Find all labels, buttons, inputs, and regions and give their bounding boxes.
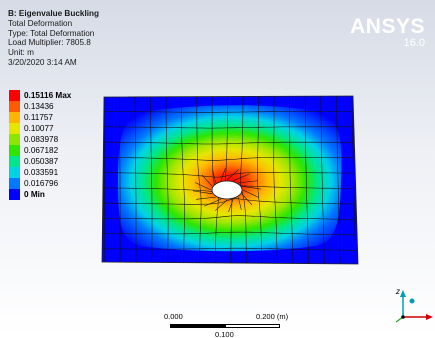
- mesh-line-horizontal: [104, 157, 354, 161]
- logo-version: 16.0: [403, 37, 425, 49]
- mesh-line-horizontal: [104, 141, 353, 145]
- legend-swatch: [9, 189, 20, 200]
- plate-outline: [101, 95, 359, 265]
- triad-origin: [401, 315, 405, 319]
- legend-label: 0.11757: [24, 113, 53, 122]
- legend-label: 0 Min: [24, 190, 45, 199]
- scale-bar-left-label: 0.000: [164, 312, 183, 321]
- legend-label: 0.050387: [24, 157, 59, 166]
- mesh-line-radial: [192, 190, 213, 195]
- plate-contour-field: [118, 105, 342, 252]
- mesh-line-radial: [194, 182, 212, 191]
- mesh-line-horizontal: [104, 126, 353, 129]
- result-timestamp: 3/20/2020 3:14 AM: [8, 57, 77, 67]
- mesh-line-vertical: [134, 96, 137, 264]
- mesh-line-radial: [212, 170, 216, 183]
- coordinate-triad[interactable]: z: [395, 287, 433, 323]
- legend-swatch: [9, 134, 20, 145]
- mesh-line-vertical: [320, 96, 325, 264]
- mesh-grid: [103, 96, 357, 264]
- triad-iso-ball-icon[interactable]: [409, 298, 415, 304]
- mesh-line-vertical: [119, 96, 121, 264]
- triad-x-arrowhead: [426, 314, 433, 320]
- mesh-line-vertical: [211, 96, 219, 264]
- mesh-line-radial: [242, 189, 260, 198]
- logo-name: ANSYS: [350, 15, 425, 38]
- legend-swatch: [9, 123, 20, 134]
- result-name: Total Deformation: [8, 18, 73, 28]
- center-hole: [211, 180, 243, 200]
- mesh-line-horizontal: [104, 231, 356, 236]
- triad-y-axis: [395, 316, 404, 323]
- mesh-line-horizontal: [104, 111, 353, 113]
- legend-swatch: [9, 156, 20, 167]
- legend-swatch: [9, 178, 20, 189]
- mesh-line-vertical: [196, 96, 202, 264]
- mesh-line-vertical: [351, 96, 357, 264]
- mesh-line-vertical: [181, 96, 185, 264]
- mesh-line-horizontal: [104, 247, 356, 251]
- mesh-line-radial: [220, 167, 226, 181]
- legend-label: 0.15116 Max: [24, 91, 72, 100]
- mesh-line-vertical: [289, 96, 294, 264]
- legend-swatch: [9, 167, 20, 178]
- mesh-line-horizontal: [104, 96, 352, 97]
- mesh-line-radial: [238, 197, 242, 210]
- mesh-line-vertical: [150, 96, 153, 264]
- legend-label: 0.016796: [24, 179, 59, 188]
- mesh-line-horizontal: [104, 172, 354, 178]
- mesh-line-vertical: [257, 96, 263, 264]
- scale-bar-white-segment: [225, 324, 280, 328]
- legend-swatch: [9, 145, 20, 156]
- mesh-line-radial: [226, 169, 239, 181]
- result-unit: Unit: m: [8, 48, 34, 58]
- mesh-line-radial: [232, 173, 251, 182]
- ansys-logo: ANSYS 16.0: [350, 16, 425, 49]
- mesh-line-radial: [238, 180, 258, 184]
- legend-label: 0.10077: [24, 124, 54, 133]
- load-multiplier: Load Multiplier: 7805.8: [8, 38, 91, 48]
- mesh-line-vertical: [336, 96, 341, 264]
- mesh-line-vertical: [304, 96, 309, 264]
- result-type: Type: Total Deformation: [8, 28, 95, 38]
- legend-swatch: [9, 90, 20, 101]
- scale-bar-black-segment: [170, 324, 225, 328]
- mesh-line-horizontal: [104, 215, 355, 220]
- legend-label: 0.083978: [24, 135, 59, 144]
- mesh-line-horizontal: [104, 263, 356, 264]
- mesh-line-radial: [201, 174, 213, 187]
- scale-bar: 0.000 0.200 (m) 0.100: [164, 312, 288, 338]
- triad-z-arrowhead: [400, 290, 406, 297]
- scale-bar-right-label: 0.200 (m): [256, 312, 289, 321]
- legend-label: 0.13436: [24, 102, 54, 111]
- mesh-line-radial: [196, 196, 216, 200]
- mesh-line-radial: [203, 198, 222, 207]
- mesh-line-vertical: [273, 96, 278, 264]
- analysis-title: B: Eigenvalue Buckling: [8, 9, 99, 18]
- scale-bar-middle-label: 0.100: [215, 330, 234, 338]
- mesh-line-vertical: [240, 96, 247, 264]
- mesh-line-vertical: [222, 96, 233, 264]
- legend-swatch: [9, 112, 20, 123]
- mesh-line-radial: [241, 193, 253, 206]
- legend-swatch: [9, 101, 20, 112]
- mesh-line-horizontal: [104, 198, 355, 205]
- mesh-line-radial: [241, 185, 262, 190]
- result-info-block: B: Eigenvalue Buckling Total Deformation…: [8, 9, 99, 68]
- legend-label: 0.067182: [24, 146, 59, 155]
- mesh-line-vertical: [165, 96, 169, 264]
- triad-z-label: z: [395, 287, 400, 296]
- mesh-line-radial: [215, 199, 228, 211]
- legend-label: 0.033591: [24, 168, 59, 177]
- mesh-line-radial: [228, 199, 234, 213]
- plate-outer-band: [102, 96, 358, 264]
- mesh-line-horizontal: [104, 185, 354, 196]
